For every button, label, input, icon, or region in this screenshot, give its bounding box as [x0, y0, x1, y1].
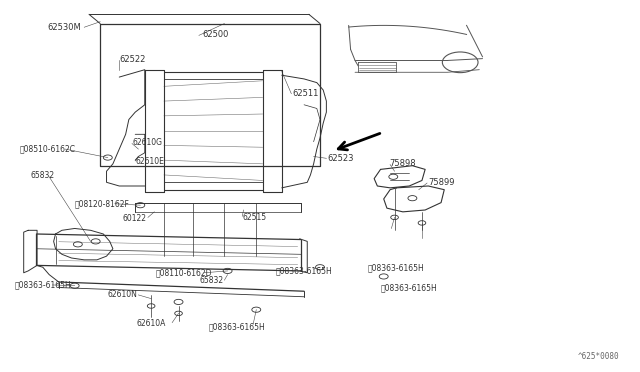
Text: 65832: 65832 [199, 276, 223, 285]
Text: Ⓢ08363-6165H: Ⓢ08363-6165H [368, 263, 424, 272]
Text: 62610E: 62610E [135, 157, 164, 166]
Text: Ⓢ08363-6165H: Ⓢ08363-6165H [14, 280, 71, 289]
Text: Ⓑ08120-8162F: Ⓑ08120-8162F [75, 199, 129, 208]
Text: Ⓢ08510-6162C: Ⓢ08510-6162C [19, 145, 76, 154]
Text: 62523: 62523 [328, 154, 354, 163]
Text: 60122: 60122 [123, 214, 147, 222]
Text: 75899: 75899 [428, 178, 455, 187]
Text: Ⓢ08363-6165H: Ⓢ08363-6165H [209, 323, 265, 331]
Text: 62511: 62511 [292, 89, 319, 98]
Text: Ⓢ08363-6165H: Ⓢ08363-6165H [381, 283, 437, 292]
Text: 62530M: 62530M [47, 23, 81, 32]
Text: 62522: 62522 [119, 55, 146, 64]
Text: 62610N: 62610N [108, 290, 137, 299]
Text: 62610G: 62610G [132, 138, 162, 147]
Text: ^625*0080: ^625*0080 [578, 352, 620, 361]
Text: Ⓢ08363-6165H: Ⓢ08363-6165H [275, 266, 332, 275]
Text: 62515: 62515 [243, 213, 266, 222]
Text: 75898: 75898 [389, 159, 415, 169]
Text: Ⓑ08110-6162D: Ⓑ08110-6162D [156, 268, 212, 277]
Text: 62610A: 62610A [136, 319, 166, 328]
Text: 65832: 65832 [30, 171, 54, 180]
Text: 62500: 62500 [202, 30, 228, 39]
